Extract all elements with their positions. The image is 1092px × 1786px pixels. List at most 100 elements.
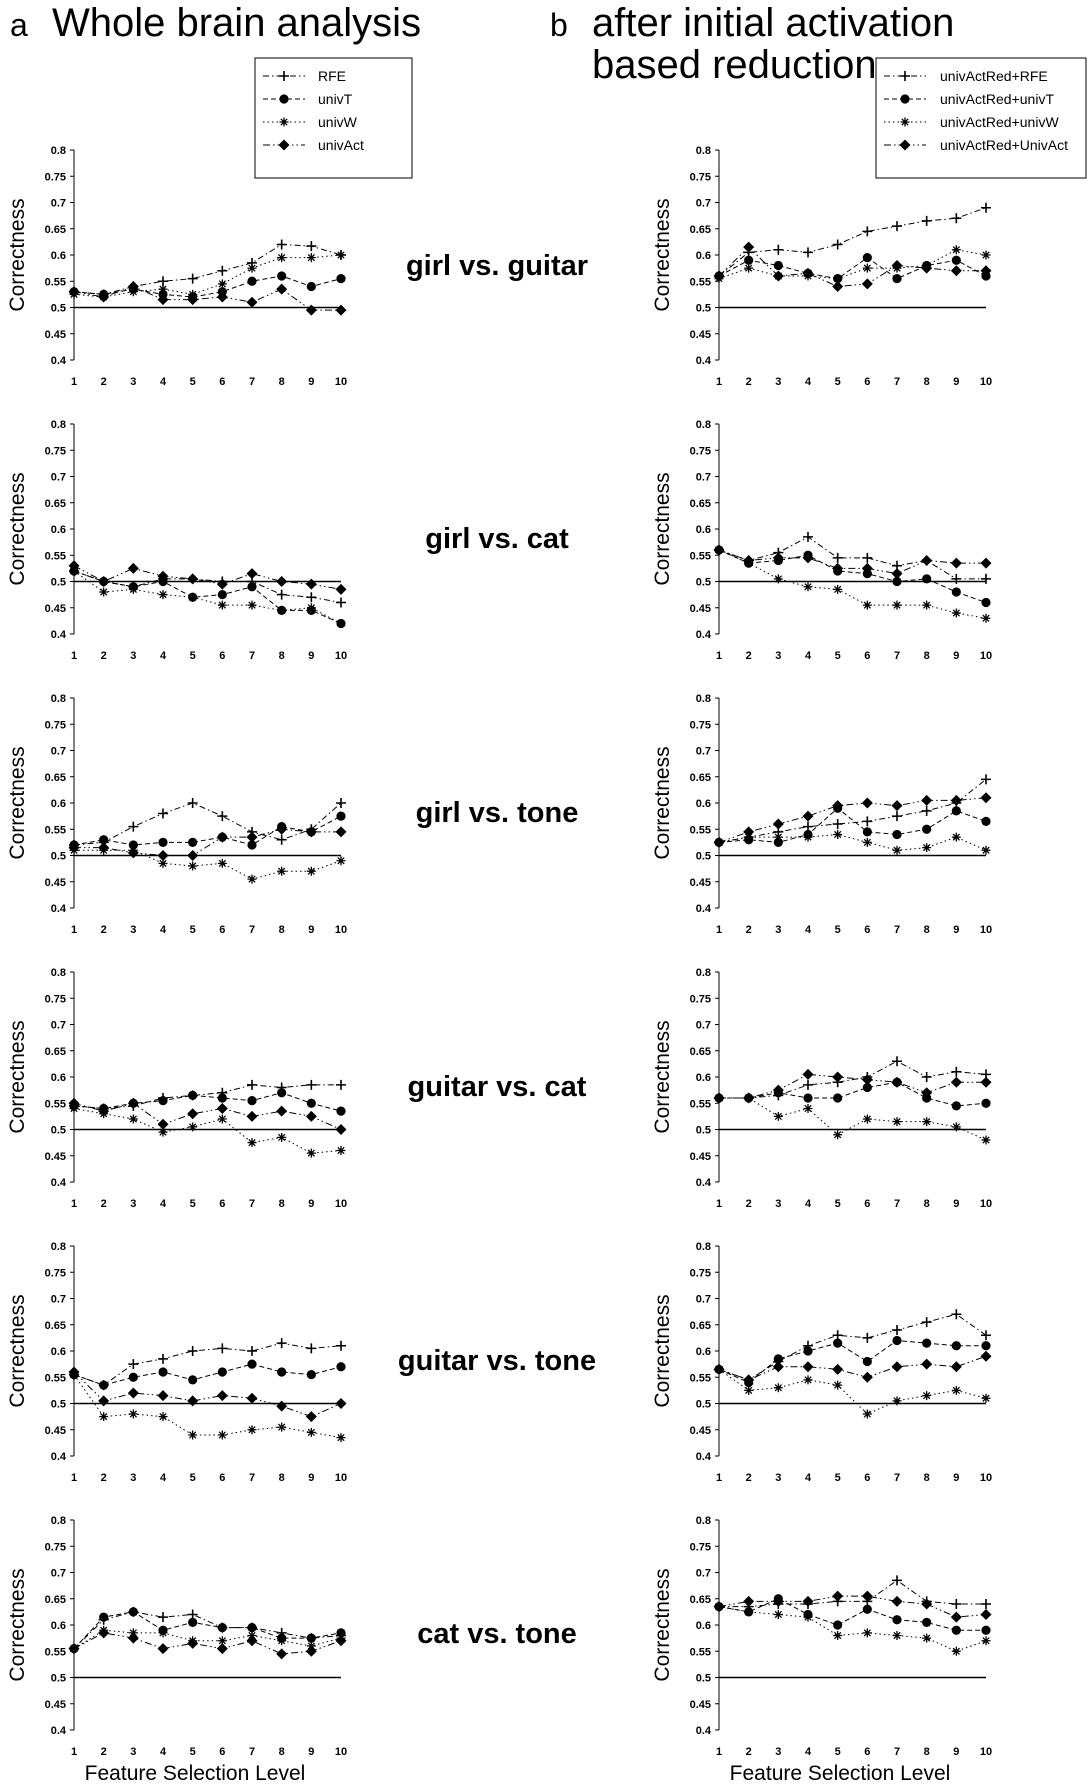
data-point-plus: [247, 1346, 257, 1356]
data-point-plus: [862, 226, 873, 237]
data-point-diamond: [980, 1350, 992, 1362]
data-point-diamond: [832, 1363, 844, 1375]
data-point-plus: [306, 241, 317, 252]
data-point-plus: [128, 1359, 139, 1370]
y-tick-label: 0.8: [51, 967, 66, 979]
legend-a-marker-2: [279, 94, 289, 104]
data-point-diamond: [861, 797, 873, 809]
x-tick-label: 10: [980, 650, 992, 662]
data-point-plus: [247, 1079, 257, 1090]
data-point-diamond: [157, 1118, 169, 1130]
data-point-star: [336, 619, 346, 628]
series-line-circle: [73, 570, 342, 624]
data-point-star: [892, 1396, 902, 1406]
data-point-diamond: [921, 555, 933, 566]
data-point-diamond: [891, 800, 903, 812]
y-tick-label: 0.5: [696, 303, 711, 315]
data-point-diamond: [305, 1645, 317, 1657]
y-tick-label: 0.7: [696, 198, 711, 210]
data-point-diamond: [305, 826, 317, 838]
x-tick-label: 9: [953, 376, 959, 388]
y-tick-label: 0.5: [51, 303, 66, 315]
data-point-circle: [336, 811, 346, 821]
y-tick-label: 0.45: [45, 1425, 66, 1437]
x-tick-label: 5: [835, 650, 841, 662]
y-tick-label: 0.7: [51, 198, 66, 210]
y-axis-title: Correctness: [6, 746, 29, 859]
x-tick-label: 10: [335, 1472, 347, 1484]
data-point-plus: [951, 573, 962, 584]
y-tick-label: 0.45: [690, 1151, 711, 1163]
data-point-star: [217, 1636, 227, 1646]
x-tick-label: 3: [130, 650, 136, 662]
data-point-circle: [803, 1346, 813, 1356]
x-tick-label: 2: [101, 376, 107, 388]
data-point-star: [981, 250, 991, 260]
series-line-circle: [73, 1363, 342, 1386]
y-tick-label: 0.8: [51, 693, 66, 705]
x-tick-label: 8: [279, 1472, 285, 1484]
data-point-diamond: [68, 1366, 80, 1378]
data-point-plus: [158, 808, 168, 819]
data-point-diamond: [832, 800, 844, 812]
data-point-diamond: [157, 570, 169, 582]
data-point-plus: [981, 202, 991, 213]
series-line-star: [718, 833, 987, 851]
x-tick-label: 9: [953, 1746, 959, 1758]
x-tick-label: 2: [101, 1472, 107, 1484]
x-tick-label: 5: [190, 1472, 196, 1484]
y-tick-label: 0.5: [696, 1673, 711, 1685]
data-point-plus: [892, 1056, 902, 1067]
data-point-diamond: [335, 1635, 347, 1647]
series-line-star: [719, 1097, 987, 1141]
data-point-diamond: [772, 1084, 784, 1096]
data-point-star: [247, 1138, 257, 1148]
y-tick-label: 0.8: [696, 419, 711, 431]
y-tick-label: 0.5: [51, 1673, 66, 1685]
data-point-diamond: [861, 1371, 873, 1383]
data-point-circle: [217, 1093, 227, 1103]
y-tick-label: 0.75: [690, 171, 711, 183]
series-line-star: [73, 1108, 342, 1154]
data-point-plus: [803, 531, 813, 542]
data-point-star: [217, 858, 227, 868]
data-point-plus: [336, 1079, 346, 1090]
y-tick-label: 0.65: [45, 1046, 66, 1058]
x-tick-label: 2: [746, 1746, 752, 1758]
data-point-plus: [217, 265, 228, 276]
data-point-diamond: [950, 265, 962, 277]
x-tick-label: 7: [894, 1746, 900, 1758]
series-line-diamond: [718, 1595, 987, 1618]
data-point-plus: [921, 805, 932, 816]
x-tick-label: 8: [924, 924, 930, 936]
data-point-circle: [188, 1090, 198, 1100]
data-point-diamond: [772, 818, 784, 830]
data-point-star: [247, 263, 257, 273]
data-point-circle: [336, 1106, 346, 1116]
x-tick-label: 10: [335, 1198, 347, 1210]
data-point-star: [803, 1104, 813, 1113]
x-tick-label: 5: [835, 1472, 841, 1484]
x-tick-label: 2: [746, 376, 752, 388]
data-point-circle: [247, 582, 257, 592]
series-line-star: [73, 254, 342, 298]
y-tick-label: 0.4: [696, 355, 712, 367]
data-point-diamond: [98, 1395, 110, 1407]
y-tick-label: 0.7: [51, 1568, 66, 1580]
panel-b-letter: b: [550, 7, 568, 43]
x-tick-label: 10: [335, 1746, 347, 1758]
data-point-circle: [247, 276, 257, 286]
data-point-star: [128, 1114, 138, 1124]
chart-b-3: 0.4 0.45 0.5 0.55 0.6 0.65 0.7 0.75 0.8 1 2 3 4 5 6 7 8 9…: [651, 693, 992, 936]
data-point-diamond: [713, 836, 725, 848]
data-point-diamond: [335, 583, 347, 595]
data-point-circle: [306, 1370, 316, 1380]
x-tick-label: 1: [716, 1472, 722, 1484]
x-tick-label: 7: [249, 1472, 255, 1484]
x-tick-label: 1: [71, 376, 77, 388]
chart-a-3: 0.4 0.45 0.5 0.55 0.6 0.65 0.7 0.75 0.8 1 2 3 4 5 6 7 8 9…: [6, 693, 347, 936]
y-tick-label: 0.5: [51, 1399, 66, 1411]
data-point-diamond: [98, 842, 110, 854]
data-point-diamond: [68, 1097, 80, 1109]
data-point-star: [922, 1633, 932, 1643]
